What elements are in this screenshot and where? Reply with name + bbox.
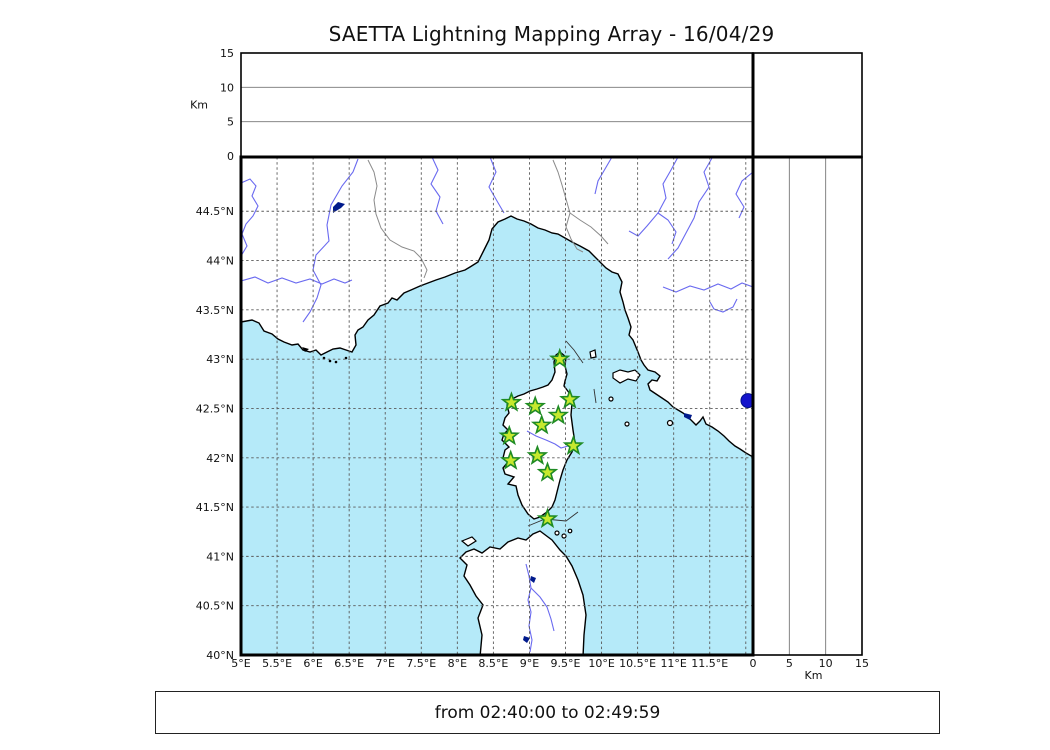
lma-station-marker (526, 444, 549, 465)
longitude-tick-label: 5.5°E (262, 657, 292, 670)
lakes (333, 202, 692, 643)
lma-station-marker (530, 413, 553, 435)
time-range-box: from 02:40:00 to 02:49:59 (155, 691, 940, 734)
altitude-unit-label: Km (190, 99, 208, 112)
coastline-sardinia (459, 530, 587, 655)
longitude-tick-label: 9°E (520, 657, 539, 670)
lma-station-marker (536, 461, 559, 482)
longitude-tick-label: 7.5°E (406, 657, 436, 670)
latitude-tick-label: 44°N (206, 255, 234, 268)
longitude-tick-label: 7°E (375, 657, 394, 670)
lma-station-marker (536, 507, 559, 529)
longitude-tick-label: 9.5°E (551, 657, 581, 670)
lma-station-marker (498, 424, 521, 446)
longitude-tick-label: 10.5°E (619, 657, 656, 670)
longitude-tick-label: 8.5°E (478, 657, 508, 670)
altitude-tick-label: 5 (786, 657, 793, 670)
latitude-tick-label: 42°N (206, 452, 234, 465)
latitude-tick-label: 41°N (206, 550, 234, 563)
longitude-tick-label: 6.5°E (334, 657, 364, 670)
longitude-tick-label: 11.5°E (691, 657, 728, 670)
map-panel (241, 157, 753, 655)
latitude-tick-label: 43°N (206, 353, 234, 366)
altitude-tick-label: 5 (227, 116, 234, 129)
coastline-corsica (501, 351, 576, 520)
figure-title: SAETTA Lightning Mapping Array - 16/04/2… (328, 22, 775, 46)
lma-station-marker (548, 347, 571, 369)
longitude-tick-label: 5°E (231, 657, 250, 670)
coastal-rocks (302, 347, 348, 364)
small-islands (460, 349, 674, 547)
lma-station-marker (559, 388, 581, 409)
latitude-tick-label: 40.5°N (196, 600, 234, 613)
panel-frames (239, 52, 863, 657)
latitude-tick-label: 44.5°N (196, 205, 234, 218)
lma-station-marker (499, 449, 522, 470)
altitude-unit-label: Km (805, 669, 823, 682)
axis-tick-labels: 5°E 5.5°E 6°E 6.5°E 7°E 7.5°E 8°E 8.5°E 9°E 9.5°E… (190, 47, 869, 682)
altitude-tick-label: 15 (855, 657, 869, 670)
map-graticule (241, 157, 753, 655)
altitude-tick-label: 10 (220, 81, 234, 94)
altitude-tick-label: 0 (227, 150, 234, 163)
altitude-longitude-panel (241, 86, 753, 123)
latitude-tick-label: 40°N (206, 649, 234, 662)
lma-station-marker (500, 391, 523, 412)
lma-station-marker (524, 395, 547, 416)
lma-station-marker (562, 434, 585, 456)
longitude-tick-label: 8°E (448, 657, 467, 670)
maritime-lines (527, 340, 597, 527)
altitude-tick-label: 0 (750, 657, 757, 670)
longitude-tick-label: 10°E (588, 657, 614, 670)
lightning-source-dot (740, 393, 753, 409)
map-markers (498, 347, 753, 529)
lma-station-marker (547, 404, 570, 425)
longitude-tick-label: 11°E (660, 657, 686, 670)
altitude-tick-label: 10 (819, 657, 833, 670)
latitude-tick-label: 42.5°N (196, 402, 234, 415)
longitude-tick-label: 6°E (303, 657, 322, 670)
time-range-label: from 02:40:00 to 02:49:59 (434, 702, 661, 723)
latitude-tick-label: 43.5°N (196, 304, 234, 317)
altitude-tick-label: 15 (220, 47, 234, 60)
latitude-tick-label: 41.5°N (196, 501, 234, 514)
altitude-latitude-panel (788, 157, 827, 655)
